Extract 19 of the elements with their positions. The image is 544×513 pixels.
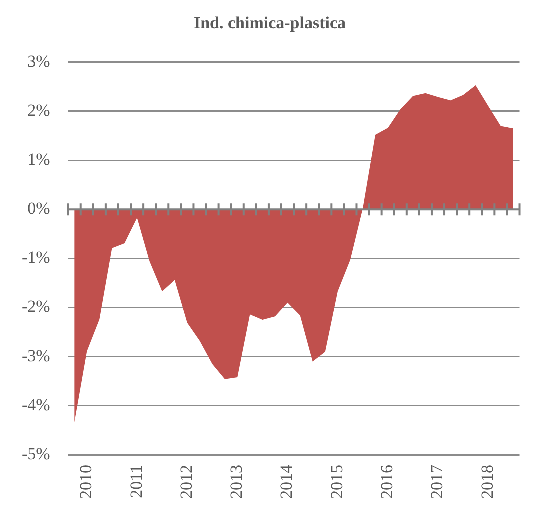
y-tick-label: 1%	[28, 150, 50, 170]
x-tick-label: 2010	[76, 465, 96, 499]
x-tick-label: 2014	[277, 464, 296, 499]
x-tick-label: 2016	[378, 465, 397, 499]
y-tick-label: -3%	[22, 346, 50, 366]
x-tick-label: 2013	[227, 465, 246, 499]
y-tick-label: -4%	[22, 395, 50, 414]
y-tick-label: 3%	[28, 52, 50, 71]
y-tick-label: 2%	[28, 100, 50, 120]
y-tick-label: -5%	[22, 444, 50, 464]
x-tick-label: 2017	[428, 464, 447, 499]
x-tick-label: 2015	[327, 465, 346, 499]
y-tick-label: 0%	[28, 199, 50, 218]
x-tick-label: 2012	[176, 465, 196, 499]
x-tick-label: 2018	[478, 465, 497, 499]
chart-title: Ind. chimica-plastica	[194, 14, 347, 33]
y-tick-label: -2%	[22, 297, 50, 316]
y-tick-label: -1%	[22, 248, 50, 268]
x-tick-label: 2011	[126, 465, 146, 498]
